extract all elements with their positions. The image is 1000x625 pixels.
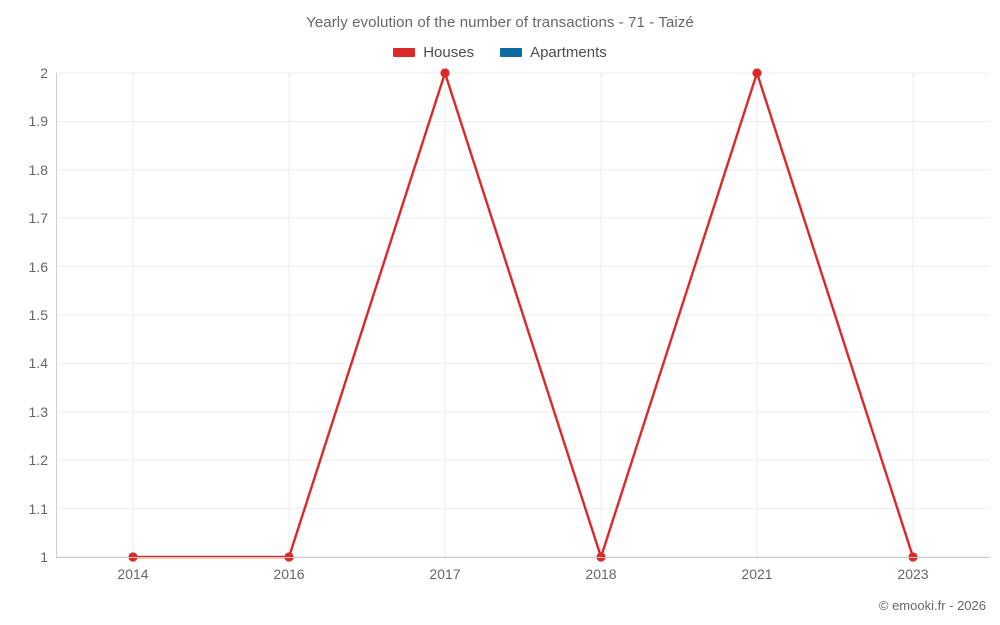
data-point-marker[interactable]: [440, 68, 450, 78]
plot-area: [56, 68, 990, 562]
y-axis-tick-label: 1.3: [28, 403, 48, 420]
x-axis-tick-label: 2018: [585, 566, 617, 582]
data-point-marker[interactable]: [752, 68, 762, 78]
chart-legend: Houses Apartments: [0, 45, 1000, 60]
legend-swatch-apartments: [500, 48, 523, 57]
y-axis-tick-label: 1.7: [28, 210, 48, 227]
x-axis-line: [56, 557, 990, 558]
y-axis-tick-label: 1.2: [28, 452, 48, 469]
legend-label-apartments: Apartments: [530, 44, 607, 61]
chart-title: Yearly evolution of the number of transa…: [306, 14, 694, 31]
y-axis-tick-label: 1.4: [28, 355, 48, 372]
legend-item-apartments[interactable]: Apartments: [500, 45, 607, 60]
y-axis-tick-label: 1.1: [28, 500, 48, 517]
y-axis-tick-label: 1.8: [28, 161, 48, 178]
footer-credit: © emooki.fr - 2026: [878, 598, 986, 613]
chart-series-layer: [128, 68, 918, 562]
y-axis-tick-label: 1.5: [28, 307, 48, 323]
legend-swatch-houses: [393, 48, 416, 57]
series-line-houses: [131, 71, 915, 559]
y-axis-tick-label: 1: [40, 549, 48, 565]
y-axis-line: [56, 73, 57, 558]
x-axis-tick-label: 2017: [429, 566, 461, 582]
x-axis-tick-label: 2014: [117, 566, 149, 582]
legend-item-houses[interactable]: Houses: [393, 45, 474, 60]
y-axis-tick-label: 2: [40, 65, 48, 81]
x-axis-tick-label: 2016: [273, 566, 305, 582]
legend-label-houses: Houses: [423, 44, 475, 61]
x-axis-tick-label: 2023: [897, 566, 929, 582]
y-axis-tick-label: 1.9: [28, 113, 48, 130]
y-axis-tick-label: 1.6: [28, 258, 48, 275]
x-axis-tick-label: 2021: [741, 566, 773, 582]
